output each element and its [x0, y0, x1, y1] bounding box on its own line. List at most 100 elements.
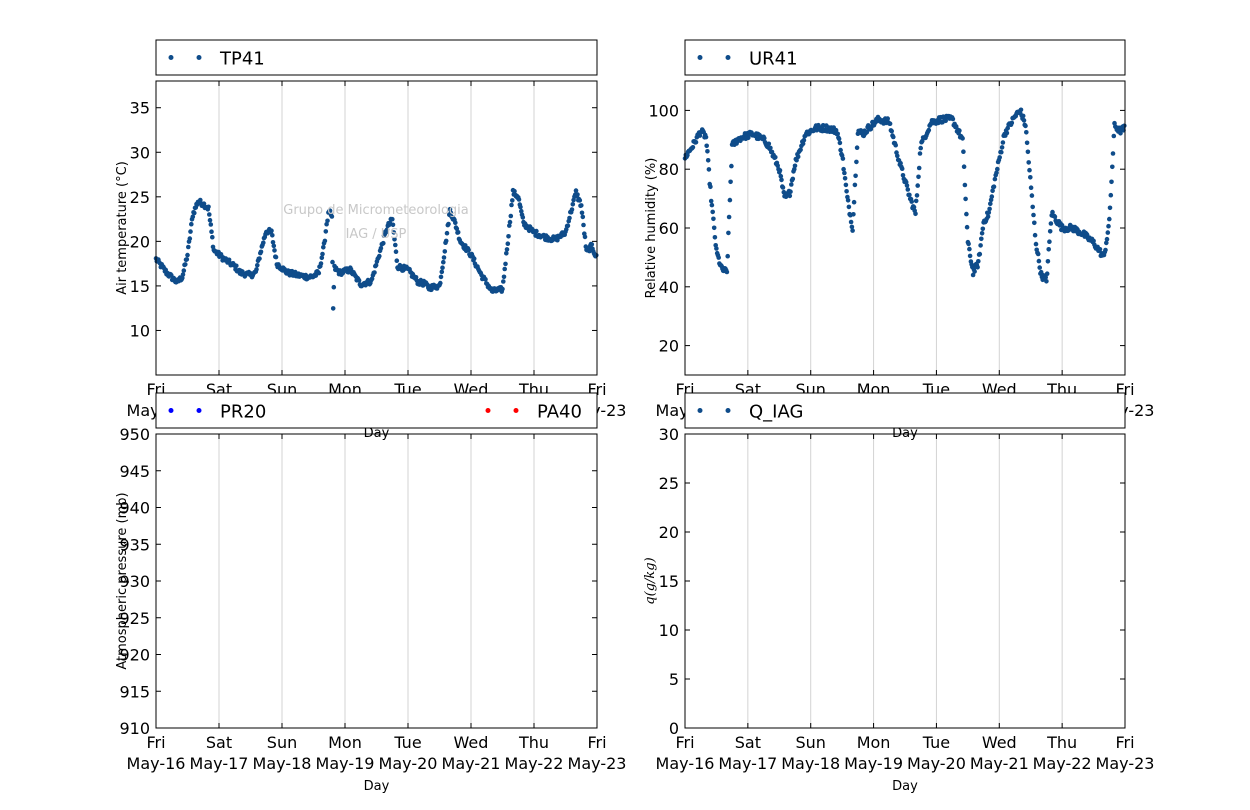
x-tick-label-day: Fri	[587, 733, 606, 752]
data-point	[895, 153, 900, 159]
data-point	[845, 198, 851, 203]
legend-marker	[697, 55, 703, 60]
data-point	[1110, 164, 1115, 170]
data-point	[904, 183, 910, 188]
data-point	[438, 280, 443, 286]
data-point	[710, 209, 715, 215]
legend-marker	[485, 408, 491, 413]
data-point	[843, 182, 849, 188]
y-axis-label: Relative humidity (%)	[644, 158, 659, 299]
data-point	[502, 266, 508, 272]
y-tick-label: 25	[659, 474, 679, 493]
watermark-line: IAG / USP	[346, 227, 407, 242]
data-point	[851, 199, 857, 205]
data-point	[964, 224, 970, 230]
y-tick-label: 950	[119, 425, 150, 444]
data-point	[693, 140, 699, 145]
data-point	[914, 193, 920, 198]
data-point	[916, 165, 922, 171]
data-point	[327, 208, 333, 213]
data-point	[967, 246, 972, 252]
legend-marker	[168, 408, 174, 413]
data-point	[394, 258, 400, 264]
data-point	[729, 163, 734, 169]
x-tick-label-date: May-18	[253, 754, 312, 773]
data-point	[316, 270, 322, 276]
data-point	[589, 242, 595, 247]
data-point	[331, 284, 337, 290]
data-point	[1044, 279, 1049, 284]
data-point	[483, 277, 488, 282]
data-point	[1032, 232, 1038, 238]
data-point	[1000, 140, 1006, 145]
data-point	[961, 149, 966, 154]
data-point	[1110, 151, 1116, 156]
data-point	[961, 164, 967, 169]
data-point	[390, 216, 395, 222]
data-point	[992, 176, 998, 182]
data-point	[833, 127, 839, 133]
data-point	[915, 183, 920, 188]
data-point	[1118, 131, 1123, 136]
data-point	[373, 263, 379, 268]
data-point	[1005, 125, 1010, 131]
data-point	[392, 237, 397, 242]
data-point	[180, 272, 186, 277]
data-point	[180, 275, 185, 281]
data-point	[917, 151, 923, 156]
legend-marker	[725, 408, 731, 413]
data-point	[787, 193, 793, 199]
y-tick-label: 10	[659, 621, 679, 640]
data-point	[926, 127, 932, 133]
x-tick-label-day: Fri	[675, 733, 694, 752]
x-axis-label: Day	[892, 779, 918, 794]
data-point	[1107, 216, 1112, 222]
plot-frame	[155, 80, 598, 376]
data-point	[446, 221, 451, 227]
data-point	[1018, 107, 1024, 113]
data-point	[975, 265, 980, 270]
x-tick-label-day: Wed	[454, 733, 489, 752]
data-point	[988, 201, 993, 207]
data-point	[778, 173, 784, 179]
data-point	[1052, 214, 1058, 219]
data-point	[187, 236, 193, 241]
data-point	[330, 259, 335, 265]
x-tick-label-day: Wed	[982, 733, 1017, 752]
x-tick-label-date: May-21	[970, 754, 1029, 773]
series-TP41	[153, 187, 599, 311]
y-tick-label: 20	[659, 337, 679, 356]
data-point	[990, 188, 995, 194]
x-tick-label-date: May-20	[379, 754, 438, 773]
data-point	[712, 235, 718, 240]
data-point	[192, 210, 197, 216]
data-point	[950, 116, 956, 122]
data-point	[711, 225, 717, 231]
data-point	[206, 204, 211, 210]
data-point	[504, 251, 509, 256]
data-point	[725, 253, 730, 259]
x-tick-label-day: Sat	[735, 733, 761, 752]
x-tick-label-date: May-22	[1033, 754, 1092, 773]
data-point	[454, 226, 460, 231]
data-point	[186, 244, 191, 250]
x-tick-label-date: May-20	[907, 754, 966, 773]
data-point	[594, 252, 599, 258]
data-point	[726, 214, 732, 220]
data-point	[1108, 192, 1114, 198]
legend: PR20 PA40	[155, 392, 598, 429]
y-tick-label: 915	[119, 682, 150, 701]
y-tick-label: 100	[648, 101, 679, 120]
y-axis-label: q(g/kg)	[643, 557, 658, 604]
data-point	[325, 218, 330, 224]
data-point	[582, 234, 588, 240]
data-point	[441, 259, 446, 265]
data-point	[979, 236, 984, 242]
y-tick-label: 15	[130, 277, 150, 296]
data-point	[273, 254, 279, 260]
data-point	[1036, 258, 1042, 264]
data-point	[704, 143, 709, 149]
data-point	[789, 182, 794, 187]
data-point	[372, 270, 377, 275]
y-tick-label: 25	[130, 188, 150, 207]
